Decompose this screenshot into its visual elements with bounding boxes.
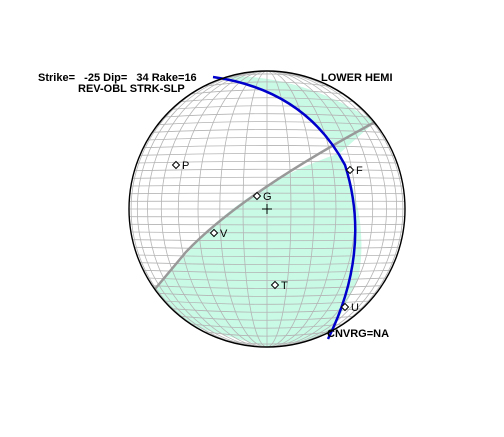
fault-type-label: REV-OBL STRK-SLP [78,83,185,95]
marker-f-label: F [356,165,363,177]
convergence-label: CNVRG=NA [327,328,389,340]
marker-p-label: P [182,160,189,172]
hemisphere-label: LOWER HEMI [321,72,393,84]
marker-t-label: T [281,280,288,292]
marker-g-label: G [263,191,272,203]
marker-u-label: U [351,302,359,314]
marker-v-label: V [220,228,228,240]
compression-region-upper [213,76,375,153]
